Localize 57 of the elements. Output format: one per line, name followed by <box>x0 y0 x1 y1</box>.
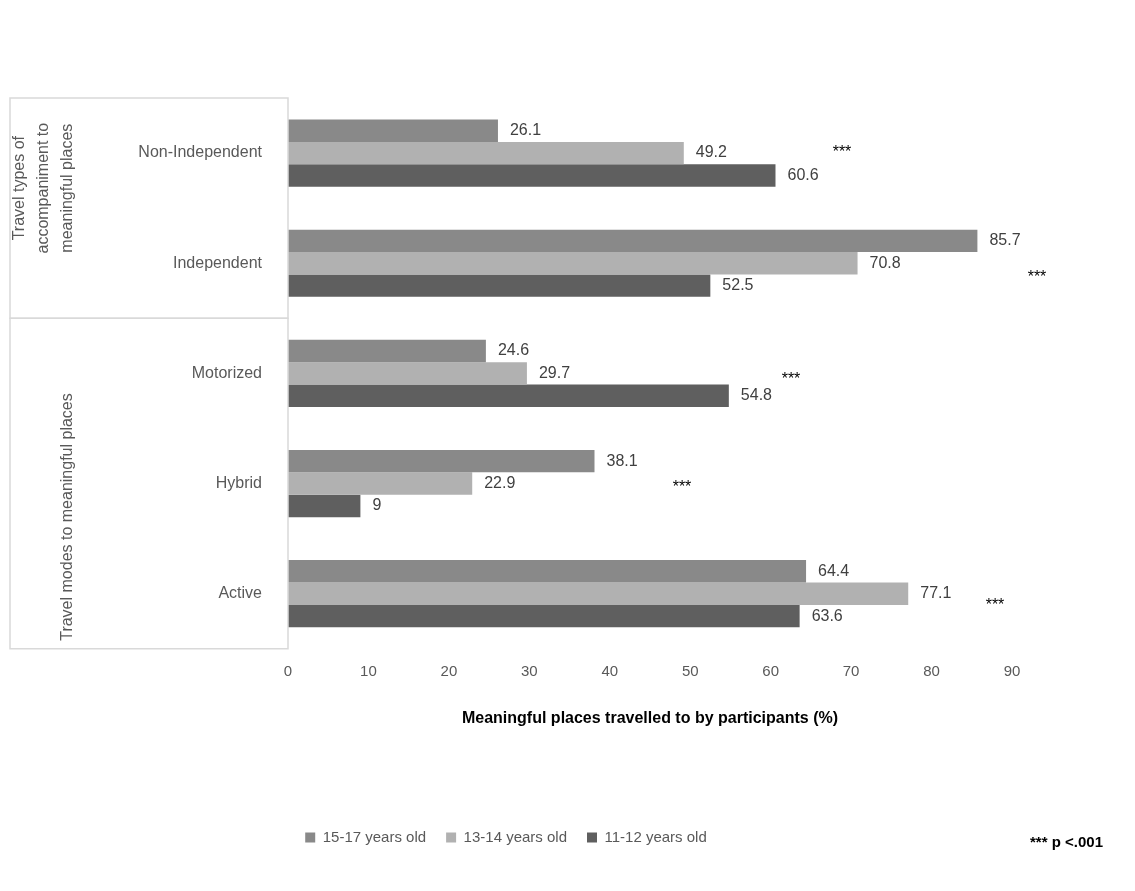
legend-label: 13-14 years old <box>463 827 568 845</box>
x-tick-label: 60 <box>762 661 780 679</box>
data-label: 26.1 <box>509 121 542 139</box>
bar <box>288 274 711 297</box>
y-tick-label: Non-Independent <box>138 143 263 161</box>
data-label: 77.1 <box>920 584 952 602</box>
data-label: 64.4 <box>818 561 850 579</box>
x-tick-label: 90 <box>1003 661 1021 679</box>
data-label: 38.1 <box>606 451 638 469</box>
bar <box>288 164 776 187</box>
x-tick-label: 10 <box>360 661 377 679</box>
data-label: 70.8 <box>869 253 901 271</box>
legend-label: 15-17 years old <box>322 827 427 845</box>
x-tick-label: 80 <box>923 661 940 679</box>
data-label: 54.8 <box>740 386 773 404</box>
data-label: 29.7 <box>538 363 571 381</box>
x-tick-label: 30 <box>520 661 538 679</box>
x-tick-label: 20 <box>440 661 458 679</box>
annotation: *** <box>672 477 692 495</box>
bar <box>288 494 361 518</box>
data-label: 49.2 <box>695 143 728 161</box>
bar <box>288 362 527 385</box>
x-tick-label: 40 <box>601 661 619 679</box>
annotation: *** <box>781 369 801 387</box>
y-tick-label: Hybrid <box>215 473 262 491</box>
x-tick-label: 70 <box>842 661 860 679</box>
y-tick-label: Independent <box>173 253 263 271</box>
x-axis-title: Meaningful places travelled to by participants (%) <box>461 708 839 726</box>
data-label: 24.6 <box>497 341 530 359</box>
text: Travel modes to meaningful places <box>58 393 75 641</box>
bar <box>288 119 498 142</box>
annotation: *** <box>832 143 852 161</box>
data-label: 22.9 <box>484 473 516 491</box>
data-label: 52.5 <box>722 276 754 294</box>
annotation: *** <box>985 596 1005 614</box>
legend-label: 11-12 years old <box>604 827 707 845</box>
y-tick-label: Motorized <box>191 363 262 381</box>
bar <box>288 449 595 473</box>
bar <box>288 339 486 363</box>
text: *** <box>1027 267 1047 285</box>
bar <box>288 229 978 253</box>
y-tick-label: Active <box>218 584 263 602</box>
text: Travel types of accompaniment to meaningful places <box>10 122 75 254</box>
data-label: 9 <box>372 496 382 514</box>
x-tick-label: 0 <box>283 661 293 679</box>
x-tick-label: 50 <box>681 661 699 679</box>
bar <box>288 141 684 165</box>
bar <box>288 604 800 628</box>
bar <box>288 582 909 605</box>
text: *** p <.001 <box>1030 833 1103 851</box>
data-label: 60.6 <box>787 165 819 183</box>
data-label: 63.6 <box>811 606 843 624</box>
data-label: 85.7 <box>989 231 1021 249</box>
bar <box>288 472 473 495</box>
bar <box>288 252 858 275</box>
bar <box>288 384 729 407</box>
bar <box>288 560 807 583</box>
